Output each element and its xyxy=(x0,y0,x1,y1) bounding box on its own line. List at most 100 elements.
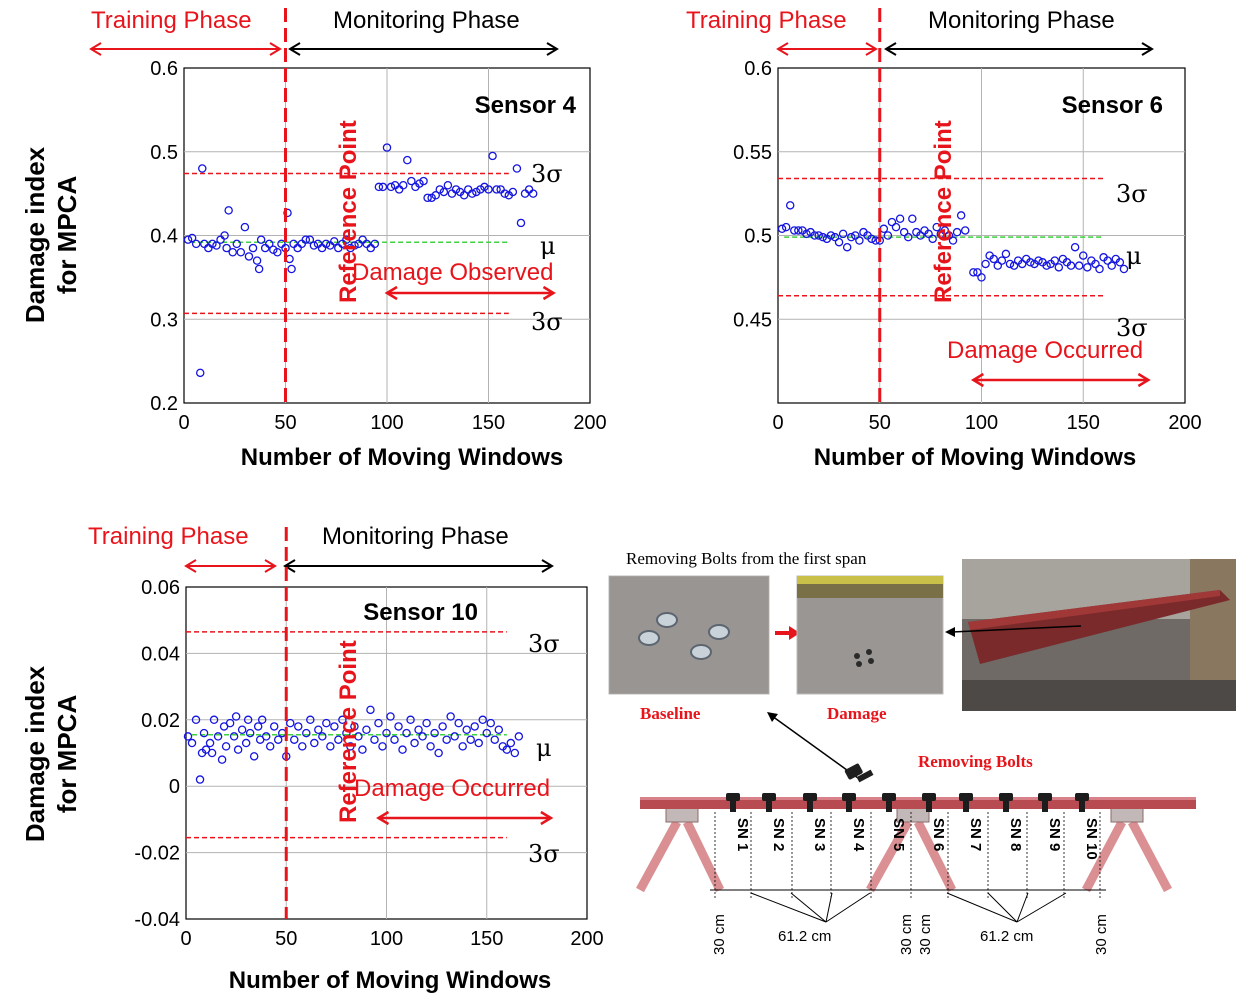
data-point xyxy=(212,241,221,250)
data-point xyxy=(1009,261,1019,270)
sensor-label: SN 5 xyxy=(890,818,907,851)
lower-sigma-label: 3σ xyxy=(1116,314,1148,342)
bolt-icon xyxy=(762,793,776,812)
training-arrow xyxy=(776,42,878,56)
damage-photo xyxy=(796,575,944,695)
data-point xyxy=(198,164,207,173)
mean-label: μ xyxy=(540,232,556,260)
training-arrow xyxy=(89,42,282,56)
data-point xyxy=(414,725,423,735)
data-point xyxy=(1103,256,1112,265)
data-point xyxy=(486,718,496,728)
reference-point-label: Reference Point xyxy=(930,120,957,303)
data-point xyxy=(899,227,909,237)
x-axis-label: Number of Moving Windows xyxy=(814,444,1136,471)
data-point xyxy=(928,234,937,244)
monitoring-arrow xyxy=(288,42,559,56)
monitoring-phase-label: Monitoring Phase xyxy=(928,7,1115,34)
data-point xyxy=(362,725,371,735)
data-point xyxy=(1054,263,1064,272)
lower-sigma-label: 3σ xyxy=(531,308,563,336)
baseline-pointer-arrow xyxy=(767,712,859,779)
bridge-diagram xyxy=(636,797,1196,893)
data-point xyxy=(342,235,351,244)
damage-arrow xyxy=(970,372,1151,388)
data-point xyxy=(989,254,998,264)
data-point xyxy=(321,239,331,249)
data-point xyxy=(249,752,259,761)
data-point xyxy=(232,239,242,249)
data-point xyxy=(944,231,954,240)
data-point xyxy=(254,264,264,274)
data-point xyxy=(940,226,950,235)
data-point xyxy=(993,261,1003,270)
data-point xyxy=(386,182,396,192)
data-point xyxy=(314,725,323,735)
data-point xyxy=(213,732,223,741)
setup-caption: Removing Bolts from the first span xyxy=(626,549,867,568)
removing-bolts-label: Removing Bolts xyxy=(918,752,1033,771)
data-point xyxy=(443,180,453,190)
data-point xyxy=(887,217,897,227)
dim-61cm-1: 61.2 cm xyxy=(778,928,831,945)
data-point xyxy=(366,705,375,715)
data-point xyxy=(265,742,275,751)
bolt-icon xyxy=(959,793,973,812)
y-tick-label: 0.5 xyxy=(744,226,772,248)
data-point xyxy=(960,226,970,235)
data-point xyxy=(221,742,231,751)
data-point xyxy=(1001,249,1011,259)
y-tick-label: 0.55 xyxy=(733,142,772,164)
data-point xyxy=(502,745,512,754)
data-point xyxy=(318,732,327,741)
data-point xyxy=(346,742,355,751)
data-point xyxy=(790,226,799,235)
sensor-label: SN 2 xyxy=(770,818,787,851)
chart-title: Sensor 10 xyxy=(363,599,478,626)
data-point xyxy=(924,229,933,239)
data-point xyxy=(826,231,836,240)
data-point xyxy=(222,243,231,253)
data-point xyxy=(287,264,296,274)
data-point xyxy=(466,735,475,744)
data-point xyxy=(956,211,966,220)
bolt-icon xyxy=(803,793,817,812)
data-point xyxy=(224,206,233,215)
dim-30cm-3: 30 cm xyxy=(917,914,934,955)
data-point xyxy=(492,185,501,194)
data-point xyxy=(794,226,803,235)
lab-photo xyxy=(962,559,1236,711)
dim-30cm-1: 30 cm xyxy=(711,914,728,955)
y-tick-label: 0.06 xyxy=(141,577,180,599)
data-point xyxy=(454,718,463,728)
data-point xyxy=(777,224,787,234)
training-arrow xyxy=(184,559,277,573)
dim-61cm-2: 61.2 cm xyxy=(980,928,1033,945)
sensor-label: SN 8 xyxy=(1007,818,1024,851)
data-point xyxy=(370,239,380,249)
data-point xyxy=(842,242,852,252)
experimental-setup-panel: Removing Bolts from the first span Basel… xyxy=(608,549,1236,955)
y-axis-label: Damage index for MPCA xyxy=(20,146,82,323)
data-point xyxy=(402,728,411,738)
data-point xyxy=(261,732,271,741)
data-point xyxy=(354,732,363,741)
data-point xyxy=(207,748,217,758)
data-point xyxy=(500,189,509,198)
upper-sigma-label: 3σ xyxy=(1116,180,1148,208)
x-tick-label: 200 xyxy=(570,928,603,950)
data-point xyxy=(1066,261,1076,270)
data-point xyxy=(195,775,205,784)
chart-sensor-10: 0 50 100 150 200 -0.04 -0.02 0 0.02 0.04 0.06 Trai… xyxy=(20,523,604,994)
training-phase-label: Training Phase xyxy=(686,7,847,34)
data-point xyxy=(252,256,262,265)
data-point xyxy=(834,237,844,247)
data-point xyxy=(916,231,925,240)
data-point xyxy=(1107,261,1116,270)
data-point xyxy=(256,235,266,244)
data-point xyxy=(286,718,295,728)
dim-30cm-2: 30 cm xyxy=(898,914,915,955)
monitoring-phase-label: Monitoring Phase xyxy=(333,7,520,34)
removed-bolt-icon xyxy=(844,763,874,783)
